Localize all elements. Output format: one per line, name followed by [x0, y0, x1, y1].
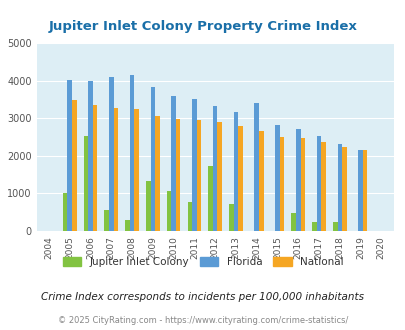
Bar — [88, 81, 93, 231]
Bar — [196, 120, 201, 231]
Bar — [166, 191, 171, 231]
Text: © 2025 CityRating.com - https://www.cityrating.com/crime-statistics/: © 2025 CityRating.com - https://www.city… — [58, 315, 347, 325]
Bar — [291, 213, 295, 231]
Bar — [300, 139, 305, 231]
Bar — [72, 100, 77, 231]
Bar — [192, 99, 196, 231]
Bar — [217, 122, 222, 231]
Bar — [311, 222, 316, 231]
Bar — [67, 80, 72, 231]
Bar — [155, 116, 159, 231]
Legend: Jupiter Inlet Colony, Florida, National: Jupiter Inlet Colony, Florida, National — [59, 254, 346, 270]
Bar — [295, 129, 300, 231]
Bar — [130, 75, 134, 231]
Bar — [279, 137, 283, 231]
Bar — [358, 150, 362, 231]
Bar — [320, 142, 325, 231]
Bar — [212, 107, 217, 231]
Bar — [83, 136, 88, 231]
Bar — [228, 204, 233, 231]
Bar — [258, 131, 263, 231]
Bar — [187, 202, 192, 231]
Bar — [275, 125, 279, 231]
Bar — [125, 220, 130, 231]
Bar — [208, 166, 212, 231]
Text: Crime Index corresponds to incidents per 100,000 inhabitants: Crime Index corresponds to incidents per… — [41, 292, 364, 302]
Bar — [113, 108, 118, 231]
Bar — [175, 119, 180, 231]
Bar — [104, 210, 109, 231]
Bar — [341, 147, 346, 231]
Bar — [63, 193, 67, 231]
Text: Jupiter Inlet Colony Property Crime Index: Jupiter Inlet Colony Property Crime Inde… — [49, 20, 356, 33]
Bar — [316, 136, 320, 231]
Bar — [171, 96, 175, 231]
Bar — [337, 144, 341, 231]
Bar — [134, 109, 139, 231]
Bar — [233, 113, 238, 231]
Bar — [146, 182, 150, 231]
Bar — [93, 105, 97, 231]
Bar — [150, 86, 155, 231]
Bar — [362, 150, 367, 231]
Bar — [238, 126, 242, 231]
Bar — [254, 103, 258, 231]
Bar — [109, 77, 113, 231]
Bar — [332, 222, 337, 231]
